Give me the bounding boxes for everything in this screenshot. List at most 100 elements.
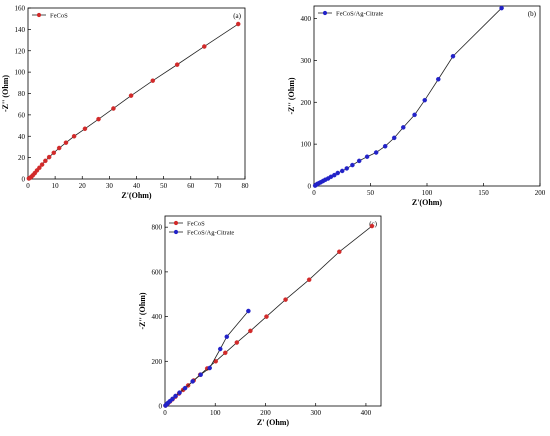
data-point (198, 372, 203, 377)
y-tick-label: 160 (15, 5, 26, 13)
y-tick-label: 120 (15, 47, 26, 55)
data-point (82, 126, 88, 132)
data-point (344, 166, 350, 171)
y-tick-label: 40 (18, 133, 26, 141)
y-tick-label: 600 (152, 268, 163, 276)
data-point (202, 44, 207, 49)
data-point (234, 340, 240, 345)
panel-label: (a) (233, 12, 241, 20)
x-tick-label: 200 (260, 409, 271, 417)
data-point (335, 170, 340, 176)
plot-frame (164, 215, 382, 407)
data-point (170, 396, 175, 402)
legend-marker (173, 229, 179, 235)
data-point (223, 350, 228, 356)
data-point (369, 223, 375, 229)
data-point (422, 97, 427, 103)
y-tick-label: 0 (22, 176, 26, 184)
x-tick-label: 400 (361, 409, 372, 417)
data-point (373, 150, 379, 155)
data-point (111, 106, 116, 111)
x-axis-label: Z'(Ohm) (121, 191, 152, 200)
y-tick-label: 80 (18, 90, 26, 98)
legend-label: FeCoS/Ag-Citrate (336, 10, 383, 17)
x-tick-label: 30 (106, 182, 114, 190)
data-point (332, 172, 337, 178)
data-point (248, 328, 253, 334)
series-line (314, 7, 502, 186)
data-point (436, 77, 441, 82)
data-point (337, 249, 342, 255)
y-tick-label: 300 (301, 57, 312, 65)
panel-label: (b) (528, 10, 537, 18)
data-point (39, 162, 45, 167)
data-point (350, 162, 355, 168)
data-point (71, 133, 77, 139)
data-point (235, 21, 241, 27)
series-fecos (26, 21, 241, 181)
data-point (43, 158, 48, 164)
data-point (46, 154, 52, 160)
x-tick-label: 70 (214, 182, 222, 190)
data-point (356, 158, 362, 164)
x-tick-label: 20 (79, 182, 87, 190)
chart-panel-b: 0 50 100 150 200 0 100 200 300 400 Z'(Ohm) -Z'' (Oh… (287, 5, 546, 207)
data-point (177, 390, 182, 395)
legend-label: FeCoS (187, 220, 205, 227)
series-fecos-ag-citrate (312, 5, 504, 188)
data-point (207, 365, 212, 371)
plot-frame (27, 7, 246, 180)
y-tick-label: 20 (18, 154, 26, 162)
data-point (364, 154, 370, 159)
legend-marker (322, 10, 328, 16)
y-tick-label: 60 (18, 111, 26, 119)
data-point (450, 53, 456, 59)
data-point (37, 165, 42, 171)
series-fecos-ag-citrate (163, 308, 251, 408)
y-axis-label: -Z'' (Ohm) (287, 77, 296, 114)
data-point (339, 168, 345, 174)
chart-panel-a: 0 10 20 30 40 50 60 70 80 0 20 40 60 80 100 120 140 160 Z'… (1, 5, 249, 201)
x-tick-label: 100 (422, 189, 433, 197)
data-point (173, 393, 178, 399)
x-axis-label: Z' (Ohm) (257, 418, 290, 427)
x-tick-label: 200 (535, 189, 546, 197)
data-point (63, 140, 69, 145)
x-tick-label: 50 (160, 182, 168, 190)
x-tick-label: 100 (210, 409, 221, 417)
x-tick-label: 0 (26, 182, 30, 190)
data-point (128, 93, 134, 98)
data-point (306, 277, 312, 282)
data-point (412, 112, 417, 118)
y-tick-label: 400 (301, 15, 312, 23)
x-tick-label: 80 (242, 182, 250, 190)
y-tick-label: 140 (15, 26, 26, 34)
x-tick-label: 40 (133, 182, 141, 190)
y-tick-label: 200 (152, 358, 163, 366)
y-tick-label: 800 (152, 224, 163, 232)
y-tick-label: 100 (301, 141, 312, 149)
y-axis-label: -Z'' (Ohm) (1, 75, 10, 112)
data-point (391, 135, 397, 141)
x-tick-label: 60 (187, 182, 195, 190)
legend-label: FeCoS/Ag-Citrate (187, 229, 234, 236)
data-point (499, 5, 504, 11)
legend-marker (36, 12, 42, 18)
data-point (283, 297, 288, 302)
x-tick-label: 0 (312, 189, 316, 197)
series-line (28, 23, 239, 179)
data-point (56, 145, 62, 151)
y-tick-label: 0 (159, 403, 163, 411)
x-axis-label: Z'(Ohm) (412, 198, 443, 207)
data-point (51, 150, 57, 156)
x-tick-label: 0 (163, 409, 167, 417)
y-tick-label: 200 (301, 99, 312, 107)
panel-label: (c) (369, 220, 377, 228)
chart-panel-c: 0 100 200 300 400 0 200 400 600 800 Z' (Ohm) -Z'' (… (138, 215, 382, 427)
y-axis-label: -Z'' (Ohm) (138, 292, 147, 329)
data-point (264, 314, 269, 319)
data-point (96, 116, 101, 122)
x-tick-label: 10 (52, 182, 60, 190)
data-point (190, 379, 195, 384)
data-point (224, 334, 230, 339)
